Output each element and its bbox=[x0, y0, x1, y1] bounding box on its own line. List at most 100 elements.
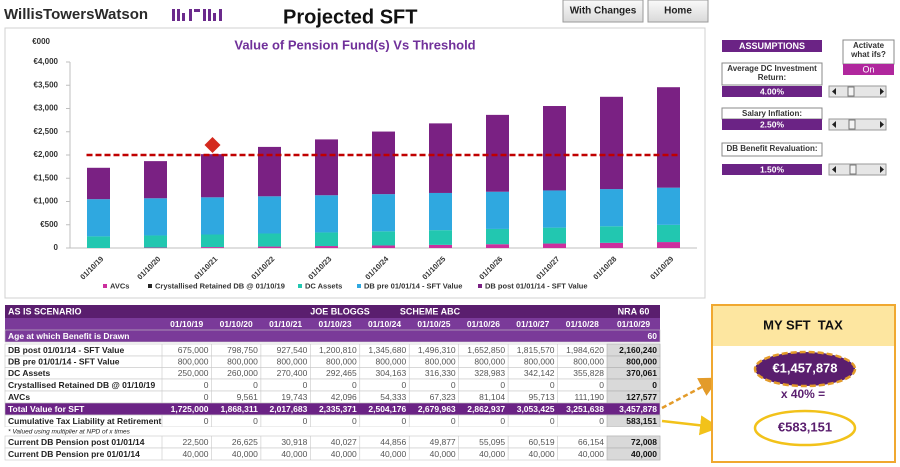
table-cell: 72,008 bbox=[631, 437, 657, 447]
table-cell: 328,983 bbox=[474, 368, 505, 378]
table-cell: 0 bbox=[550, 416, 555, 426]
row-label: AVCs bbox=[8, 392, 30, 402]
table-cell: 0 bbox=[500, 416, 505, 426]
assumption-value: 1.50% bbox=[760, 164, 785, 174]
table-cell: 1,868,311 bbox=[221, 404, 259, 414]
table-cell: 2,504,176 bbox=[368, 404, 406, 414]
total-cell bbox=[606, 447, 661, 461]
assumption-label: DB Benefit Revaluation: bbox=[726, 144, 818, 153]
table-cell: 26,625 bbox=[232, 437, 258, 447]
button[interactable] bbox=[562, 0, 644, 23]
legend-label: AVCs bbox=[110, 281, 129, 290]
table-note: * Valued using multiplier at NPD of x ti… bbox=[8, 429, 131, 436]
table-cell: 0 bbox=[253, 380, 258, 390]
row-label: Total Value for SFT bbox=[8, 404, 85, 414]
legend-swatch bbox=[478, 284, 482, 288]
table-cell: 316,330 bbox=[425, 368, 456, 378]
row-label: Current DB Pension pre 01/01/14 bbox=[8, 449, 140, 459]
legend-label: DB post 01/01/14 - SFT Value bbox=[485, 281, 588, 290]
nra: NRA 60 bbox=[618, 306, 650, 316]
table-cell: 44,856 bbox=[380, 437, 406, 447]
y-tick-label: €4,000 bbox=[34, 57, 59, 66]
assumption-value-box bbox=[722, 164, 822, 175]
table-cell: 798,750 bbox=[227, 345, 258, 355]
slider-left[interactable] bbox=[832, 88, 836, 95]
slider-left[interactable] bbox=[832, 121, 836, 128]
table-cell: 800,000 bbox=[375, 357, 406, 367]
tax-rate: x 40% = bbox=[781, 387, 825, 401]
button-label[interactable]: With Changes bbox=[570, 6, 637, 17]
slider-left[interactable] bbox=[832, 166, 836, 173]
slider-thumb[interactable] bbox=[848, 119, 856, 130]
table-cell: 3,251,638 bbox=[566, 404, 604, 414]
bar-segment bbox=[543, 227, 566, 244]
table-cell: 0 bbox=[352, 416, 357, 426]
table-cell: 370,061 bbox=[626, 368, 657, 378]
assumption-value: 2.50% bbox=[760, 119, 785, 129]
table-cell: 0 bbox=[550, 380, 555, 390]
table-cell: 9,561 bbox=[237, 392, 259, 402]
table-row bbox=[5, 427, 660, 436]
bar-segment bbox=[486, 228, 509, 245]
bar-segment bbox=[87, 199, 110, 237]
table: AS IS SCENARIO JOE BLOGGS SCHEME ABC NRA 60… bbox=[4, 305, 661, 461]
slider-track[interactable] bbox=[828, 85, 887, 98]
table-cell: 30,918 bbox=[281, 437, 307, 447]
logo-mark bbox=[172, 9, 222, 21]
bar-segment bbox=[543, 106, 566, 191]
slider-track[interactable] bbox=[828, 118, 887, 131]
table-cell: 800,000 bbox=[425, 357, 456, 367]
bar-segment bbox=[372, 194, 395, 232]
bar-segment bbox=[144, 161, 167, 199]
slider-right[interactable] bbox=[880, 121, 884, 128]
chart-title: Value of Pension Fund(s) Vs Threshold bbox=[234, 37, 475, 52]
slider-thumb[interactable] bbox=[847, 86, 855, 97]
table-cell: 42,096 bbox=[331, 392, 357, 402]
bar-segment bbox=[657, 224, 680, 243]
table-cell: 0 bbox=[303, 380, 308, 390]
table-cell: 1,345,680 bbox=[368, 345, 406, 355]
table-cell: 60 bbox=[648, 331, 658, 341]
assumptions-panel: ASSUMPTIONS Activate what ifs? On Averag… bbox=[721, 39, 895, 176]
table-cell: 1,815,570 bbox=[517, 345, 555, 355]
y-tick-label: €1,000 bbox=[34, 197, 59, 206]
column-header: 01/10/24 bbox=[368, 319, 401, 329]
table-cell: 342,142 bbox=[524, 368, 555, 378]
bar-segment bbox=[543, 243, 566, 248]
activate-toggle[interactable] bbox=[843, 64, 894, 75]
button[interactable] bbox=[647, 0, 709, 23]
y-tick-label: 0 bbox=[54, 243, 59, 252]
table-cell: 0 bbox=[204, 380, 209, 390]
row-label: DB pre 01/01/14 - SFT Value bbox=[8, 357, 120, 367]
table-cell: 675,000 bbox=[178, 345, 209, 355]
slider-right[interactable] bbox=[880, 166, 884, 173]
bar-segment bbox=[543, 190, 566, 228]
table-cell: 111,190 bbox=[575, 392, 605, 402]
table-cell: 270,400 bbox=[277, 368, 308, 378]
table-cell: 292,465 bbox=[326, 368, 357, 378]
arrow bbox=[661, 415, 720, 436]
scenario: AS IS SCENARIO bbox=[8, 306, 82, 316]
bar-segment bbox=[315, 232, 338, 247]
bar-segment bbox=[429, 123, 452, 193]
slider-track[interactable] bbox=[828, 163, 887, 176]
row-label: Age at which Benefit is Drawn bbox=[8, 331, 129, 341]
bar-segment bbox=[429, 192, 452, 231]
table-title-row bbox=[5, 305, 660, 318]
table-cell: 81,104 bbox=[479, 392, 505, 402]
tax-ellipse bbox=[753, 409, 857, 447]
table-cell: 40,000 bbox=[529, 449, 555, 459]
button-label[interactable]: Home bbox=[664, 6, 692, 17]
table-cell: 3,053,425 bbox=[517, 404, 555, 414]
assumption-value-box bbox=[722, 119, 822, 130]
row-label: Current DB Pension post 01/01/14 bbox=[8, 437, 145, 447]
bar-segment bbox=[486, 244, 509, 248]
table-cell: 0 bbox=[401, 380, 406, 390]
table-cell: 40,000 bbox=[430, 449, 456, 459]
slider-thumb[interactable] bbox=[849, 164, 857, 175]
activate-value[interactable]: On bbox=[862, 64, 874, 74]
column-header: 01/10/28 bbox=[566, 319, 599, 329]
table-cell: 2,862,937 bbox=[467, 404, 505, 414]
slider-right[interactable] bbox=[880, 88, 884, 95]
legend-swatch bbox=[298, 284, 302, 288]
